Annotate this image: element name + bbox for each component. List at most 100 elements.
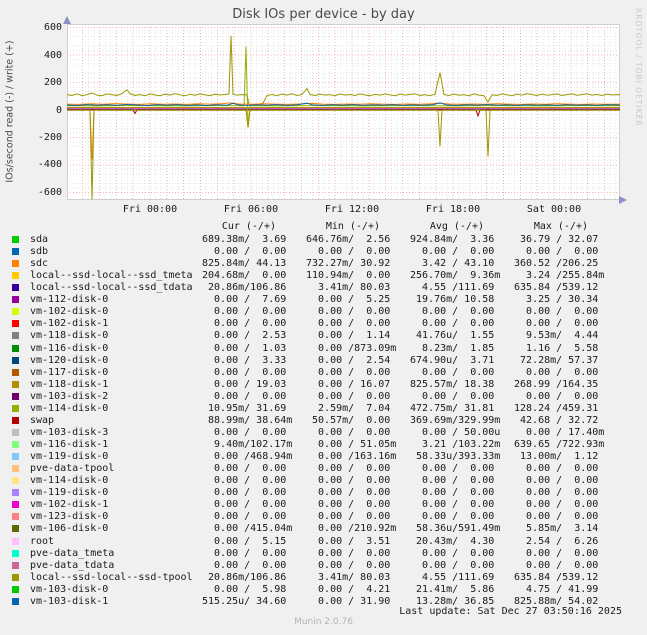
legend-value-min: 50.57m/ 0.00 <box>306 414 391 426</box>
legend-value-min: 0.00 /873.09m <box>306 342 397 354</box>
legend-row: vm-103-disk-2 0.00 / 0.00 0.00 / 0.00 0.… <box>0 391 647 403</box>
legend-value-cur: 0.00 / 0.00 <box>202 487 287 499</box>
legend-swatch <box>12 380 19 388</box>
y-tick-label: -400 <box>37 159 62 171</box>
legend-swatch <box>12 416 19 424</box>
legend-swatch <box>12 284 19 292</box>
legend-value-avg: 0.00 / 0.00 <box>410 547 495 559</box>
legend-device-name: vm-102-disk-0 <box>30 306 109 318</box>
legend-swatch <box>12 308 19 316</box>
legend-row: vm-114-disk-0 10.95m/ 31.69 2.59m/ 7.04 4… <box>0 403 647 415</box>
legend-value-max: 0.00 / 0.00 <box>514 318 599 330</box>
legend-swatch <box>12 537 19 545</box>
plot-area <box>66 24 621 200</box>
legend-value-max: 5.85m/ 3.14 <box>514 523 599 535</box>
legend-swatch <box>12 597 19 605</box>
legend-value-max: 0.00 / 0.00 <box>514 390 599 402</box>
legend-swatch <box>12 453 19 461</box>
legend-swatch <box>12 332 19 340</box>
legend-swatch <box>12 561 19 569</box>
legend-value-min: 0.00 / 0.00 <box>306 306 391 318</box>
legend-value-avg: 0.00 / 0.00 <box>410 366 495 378</box>
legend-value-min: 0.00 / 51.05m <box>306 439 397 451</box>
legend-device-name: vm-103-disk-2 <box>30 390 109 402</box>
legend-value-avg: 21.41m/ 5.86 <box>410 583 495 595</box>
legend-value-max: 0.00 / 0.00 <box>514 306 599 318</box>
legend-row: vm-116-disk-0 0.00 / 1.03 0.00 /873.09m … <box>0 343 647 355</box>
legend-row: pve-data-tpool 0.00 / 0.00 0.00 / 0.00 0… <box>0 463 647 475</box>
x-tick-label: Fri 00:00 <box>122 204 178 215</box>
legend-device-name: vm-114-disk-0 <box>30 475 109 487</box>
legend-value-avg: 19.76m/ 10.58 <box>410 294 495 306</box>
legend-value-min: 0.00 /210.92m <box>306 523 397 535</box>
legend-value-min: 0.00 / 0.00 <box>306 499 391 511</box>
legend-value-cur: 0.00 / 0.00 <box>202 475 287 487</box>
legend-value-max: 0.00 / 0.00 <box>514 475 599 487</box>
legend-row: vm-118-disk-1 0.00 / 19.03 0.00 / 16.07 8… <box>0 379 647 391</box>
legend-value-min: 0.00 / 0.00 <box>306 511 391 523</box>
legend-value-cur: 9.40m/102.17m <box>202 439 293 451</box>
legend-swatch <box>12 428 19 436</box>
legend-value-avg: 256.70m/ 9.36m <box>410 270 501 282</box>
legend-value-avg: 472.75m/ 31.81 <box>410 402 495 414</box>
legend-value-cur: 0.00 / 19.03 <box>202 378 287 390</box>
legend-device-name: vm-119-disk-0 <box>30 487 109 499</box>
legend-device-name: vm-103-disk-0 <box>30 583 109 595</box>
legend-value-avg: 3.21 /103.22m <box>410 439 501 451</box>
legend-column-header: Avg (-/+) <box>429 221 484 232</box>
legend-column-header: Min (-/+) <box>325 221 380 232</box>
legend-value-avg: 924.84m/ 3.36 <box>410 234 495 245</box>
legend-swatch <box>12 573 19 581</box>
legend-value-min: 0.00 /163.16m <box>306 451 397 463</box>
legend-swatch <box>12 356 19 364</box>
x-tick-label: Fri 12:00 <box>324 204 380 215</box>
legend-value-max: 0.00 / 0.00 <box>514 547 599 559</box>
legend-row: sdb 0.00 / 0.00 0.00 / 0.00 0.00 / 0.00 … <box>0 246 647 258</box>
legend-row: sda 689.38m/ 3.69 646.76m/ 2.56 924.84m/ 3.… <box>0 234 647 246</box>
legend-value-cur: 0.00 / 5.98 <box>202 583 287 595</box>
legend-value-avg: 58.33u/393.33m <box>410 451 501 463</box>
legend-row: vm-112-disk-0 0.00 / 7.69 0.00 / 5.25 19… <box>0 294 647 306</box>
legend-value-min: 0.00 / 1.14 <box>306 330 391 342</box>
legend-value-avg: 8.23m/ 1.85 <box>410 342 495 354</box>
legend-swatch <box>12 525 19 533</box>
legend-value-avg: 58.36u/591.49m <box>410 523 501 535</box>
legend-value-max: 639.65 /722.93m <box>514 439 605 451</box>
legend-value-cur: 0.00 / 0.00 <box>202 463 287 475</box>
legend-device-name: vm-117-disk-0 <box>30 366 109 378</box>
legend-device-name: sdc <box>30 258 49 270</box>
legend-value-max: 42.68 / 32.72 <box>514 414 599 426</box>
legend-row: vm-102-disk-0 0.00 / 0.00 0.00 / 0.00 0.… <box>0 306 647 318</box>
legend-device-name: local--ssd-local--ssd-tpool <box>30 571 193 583</box>
series-local--ssd-local--ssd-tpool-read <box>67 109 620 200</box>
series-local--ssd-local--ssd-tpool-write <box>66 35 621 107</box>
series-vm-103-disk-1 <box>66 102 620 106</box>
legend-value-min: 0.00 / 0.00 <box>306 318 391 330</box>
legend-value-cur: 0.00 / 3.33 <box>202 354 287 366</box>
legend-swatch <box>12 585 19 593</box>
legend-swatch <box>12 477 19 485</box>
legend-row: local--ssd-local--ssd-tpool 20.86m/106.8… <box>0 572 647 584</box>
legend-swatch <box>12 344 19 352</box>
y-tick-label: 600 <box>43 22 62 34</box>
legend-device-name: vm-112-disk-0 <box>30 294 109 306</box>
legend-value-max: 0.00 / 0.00 <box>514 366 599 378</box>
legend-value-max: 13.00m/ 1.12 <box>514 451 599 463</box>
legend-value-max: 0.00 / 0.00 <box>514 559 599 571</box>
plot-border <box>67 24 620 200</box>
legend-value-max: 635.84 /539.12 <box>514 282 599 294</box>
legend-row: vm-117-disk-0 0.00 / 0.00 0.00 / 0.00 0.… <box>0 367 647 379</box>
legend-value-max: 9.53m/ 4.44 <box>514 330 599 342</box>
legend-value-avg: 0.00 / 0.00 <box>410 559 495 571</box>
legend-value-min: 0.00 / 5.25 <box>306 294 391 306</box>
legend-swatch <box>12 320 19 328</box>
legend-device-name: vm-123-disk-0 <box>30 511 109 523</box>
legend-swatch <box>12 236 19 243</box>
legend-value-max: 128.24 /459.31 <box>514 402 599 414</box>
legend-value-cur: 0.00 / 5.15 <box>202 535 287 547</box>
legend-value-max: 72.28m/ 57.37 <box>514 354 599 366</box>
legend-value-max: 0.00 / 0.00 <box>514 511 599 523</box>
legend-row: swap 88.99m/ 38.64m 50.57m/ 0.00 369.69m/… <box>0 415 647 427</box>
legend-value-avg: 0.00 / 0.00 <box>410 390 495 402</box>
